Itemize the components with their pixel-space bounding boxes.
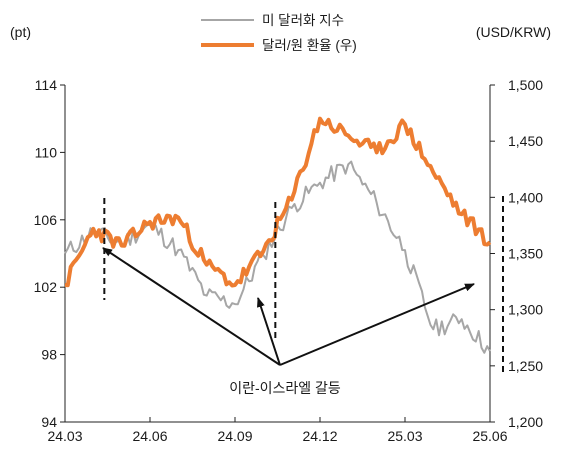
right-tick-label: 1,350: [508, 246, 543, 262]
x-tick-label: 24.06: [132, 428, 167, 444]
right-tick-label: 1,400: [508, 189, 543, 205]
line-dollar-index: [64, 160, 491, 354]
x-tick-label: 24.09: [217, 428, 252, 444]
left-tick-label: 114: [35, 77, 58, 93]
left-tick-label: 94: [41, 414, 57, 430]
plot-frame: [64, 85, 491, 423]
x-axis-ticks: 24.03 24.06 24.09 24.12 25.03 25.06: [47, 417, 508, 444]
legend-label-usdkrw: 달러/원 환율 (우): [262, 38, 357, 53]
annotation: 이란-이스라엘 갈등: [102, 247, 475, 396]
x-tick-label: 24.12: [302, 428, 337, 444]
left-tick-label: 106: [34, 212, 58, 228]
legend-label-dollar-index: 미 달러화 지수: [262, 13, 344, 28]
legend: 미 달러화 지수 달러/원 환율 (우): [201, 13, 357, 53]
x-tick-label: 24.03: [47, 428, 82, 444]
line-usdkrw: [64, 116, 492, 288]
annotation-label: 이란-이스라엘 갈등: [229, 380, 341, 396]
x-tick-label: 25.06: [472, 428, 507, 444]
left-tick-label: 98: [41, 347, 57, 363]
right-tick-label: 1,250: [508, 358, 543, 374]
right-axis-unit: (USD/KRW): [476, 24, 551, 40]
right-tick-label: 1,200: [508, 414, 543, 430]
right-tick-label: 1,500: [508, 77, 543, 93]
annotation-arrow-3: [279, 283, 475, 366]
x-tick-label: 25.03: [387, 428, 422, 444]
right-tick-label: 1,450: [508, 133, 543, 149]
left-tick-label: 102: [34, 279, 58, 295]
right-axis-ticks: 1,200 1,250 1,300 1,350 1,400 1,450 1,500: [490, 77, 543, 430]
left-axis-unit: (pt): [10, 24, 31, 40]
right-tick-label: 1,300: [508, 302, 543, 318]
annotation-arrow-2: [257, 297, 281, 366]
series-layer: [64, 116, 492, 354]
annotation-arrow-1: [102, 247, 281, 366]
left-axis-ticks: 94 98 102 106 110 114: [34, 77, 65, 430]
left-tick-label: 110: [35, 144, 58, 160]
